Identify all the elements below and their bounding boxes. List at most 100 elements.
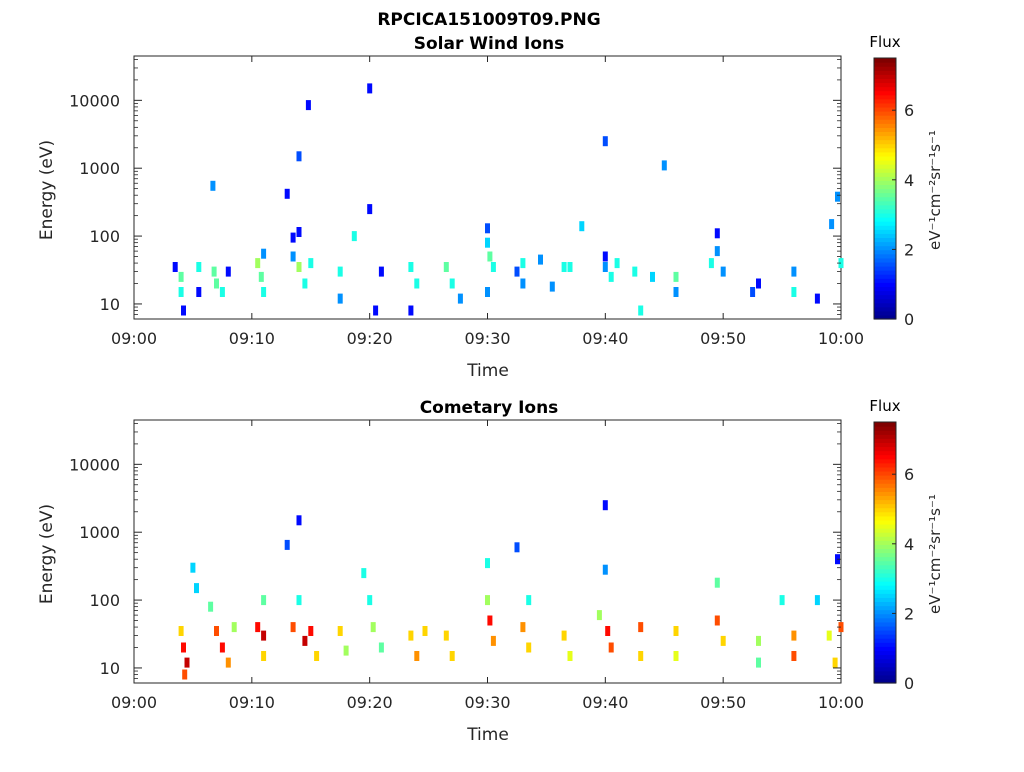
colorbar-unit-label: eV⁻¹cm⁻²sr⁻¹s⁻¹ xyxy=(926,130,944,250)
heatmap-cell xyxy=(370,622,376,633)
heatmap-cell xyxy=(290,232,296,243)
heatmap-cell xyxy=(485,237,490,248)
colorbar-frame xyxy=(873,57,897,320)
colorbar-segment xyxy=(874,613,896,619)
colorbar-segment xyxy=(874,102,896,108)
heatmap-cell xyxy=(791,287,797,297)
heatmap-cell xyxy=(490,262,496,272)
colorbar-segment xyxy=(874,172,896,177)
colorbar-segment xyxy=(874,511,896,517)
colorbar-segment xyxy=(874,245,896,251)
heatmap-cell xyxy=(214,626,219,636)
heatmap-cell xyxy=(196,262,202,272)
heatmap-cell xyxy=(608,642,614,653)
colorbar-segment xyxy=(874,253,896,259)
colorbar-segment xyxy=(874,495,896,501)
colorbar-segment xyxy=(874,261,896,267)
y-tick-label: 100 xyxy=(89,227,120,246)
x-tick-label: 09:20 xyxy=(347,329,393,348)
colorbar-segment xyxy=(874,454,896,460)
colorbar-segment xyxy=(874,217,896,222)
figure-title: RPCICA151009T09.PNG xyxy=(377,10,600,30)
colorbar-segment xyxy=(874,560,896,566)
heatmap-cell xyxy=(791,651,797,661)
colorbar-segment xyxy=(874,294,896,300)
heatmap-cell xyxy=(756,635,761,646)
colorbar-segment xyxy=(874,257,896,263)
colorbar-segment xyxy=(874,568,896,574)
y-tick-label: 10 xyxy=(100,295,120,314)
colorbar-segment xyxy=(874,147,896,153)
colorbar-segment xyxy=(874,625,896,631)
heatmap-cell xyxy=(714,228,720,239)
colorbar-segment xyxy=(874,466,896,472)
heatmap-cell xyxy=(305,100,311,111)
colorbar-segment xyxy=(874,196,896,202)
heatmap-cell xyxy=(673,651,679,661)
colorbar-segment xyxy=(874,98,896,104)
y-tick-label: 100 xyxy=(89,591,120,610)
heatmap-cell xyxy=(561,262,567,272)
colorbar-segment xyxy=(874,581,896,586)
heatmap-cell xyxy=(337,626,343,636)
colorbar-segment xyxy=(874,192,896,198)
heatmap-cell xyxy=(225,266,231,277)
heatmap-cell xyxy=(190,562,196,573)
colorbar-segment xyxy=(874,119,896,124)
colorbar-segment xyxy=(874,458,896,464)
x-axis-label: Time xyxy=(466,725,509,745)
heatmap-cell xyxy=(290,622,296,633)
y-tick-label: 1000 xyxy=(79,159,120,178)
colorbar-segment xyxy=(874,270,896,275)
colorbar-segment xyxy=(874,634,896,639)
colorbar-tick-label: 2 xyxy=(904,604,914,623)
colorbar-segment xyxy=(874,106,896,112)
colorbar-segment xyxy=(874,678,896,684)
colorbar-segment xyxy=(874,507,896,513)
heatmap-cell xyxy=(219,287,225,297)
heatmap-cell xyxy=(650,271,655,282)
heatmap-cell xyxy=(549,281,555,292)
colorbar-segment xyxy=(874,519,896,525)
heatmap-cell xyxy=(791,630,797,641)
colorbar-segment xyxy=(874,298,896,304)
colorbar-segment xyxy=(874,123,896,128)
heatmap-cell xyxy=(422,626,428,636)
x-tick-label: 09:10 xyxy=(229,693,275,712)
colorbar-segment xyxy=(874,168,896,173)
colorbar-tick-label: 0 xyxy=(904,674,914,693)
heatmap-cell xyxy=(178,287,184,297)
heatmap-cell xyxy=(449,278,455,289)
colorbar-segment xyxy=(874,159,896,165)
colorbar-segment xyxy=(874,115,896,120)
colorbar-segment xyxy=(874,184,896,190)
x-tick-label: 10:00 xyxy=(818,329,864,348)
heatmap-cell xyxy=(514,542,520,553)
colorbar-segment xyxy=(874,491,896,497)
heatmap-cell xyxy=(290,251,296,262)
y-tick-label: 1000 xyxy=(79,523,120,542)
colorbar-segment xyxy=(874,462,896,468)
colorbar-segment xyxy=(874,233,896,239)
colorbar-segment xyxy=(874,597,896,603)
colorbar-segment xyxy=(874,278,896,283)
heatmap-cell xyxy=(296,262,302,272)
heatmap-cell xyxy=(261,630,267,641)
heatmap-cell xyxy=(538,254,543,265)
heatmap-cell xyxy=(514,266,520,277)
colorbar-segment xyxy=(874,143,896,149)
x-tick-label: 09:50 xyxy=(700,693,746,712)
y-axis-label: Energy (eV) xyxy=(37,504,57,604)
colorbar-segment xyxy=(874,86,896,92)
heatmap-cell xyxy=(791,266,797,277)
heatmap-cell xyxy=(308,258,314,269)
y-axis-label: Energy (eV) xyxy=(37,140,57,240)
heatmap-cell xyxy=(184,657,190,668)
colorbar-segment xyxy=(874,62,896,67)
colorbar-segment xyxy=(874,282,896,287)
colorbar-segment xyxy=(874,306,896,312)
panel-title: Cometary Ions xyxy=(420,398,559,418)
colorbar-segment xyxy=(874,90,896,96)
colorbar-segment xyxy=(874,450,896,456)
